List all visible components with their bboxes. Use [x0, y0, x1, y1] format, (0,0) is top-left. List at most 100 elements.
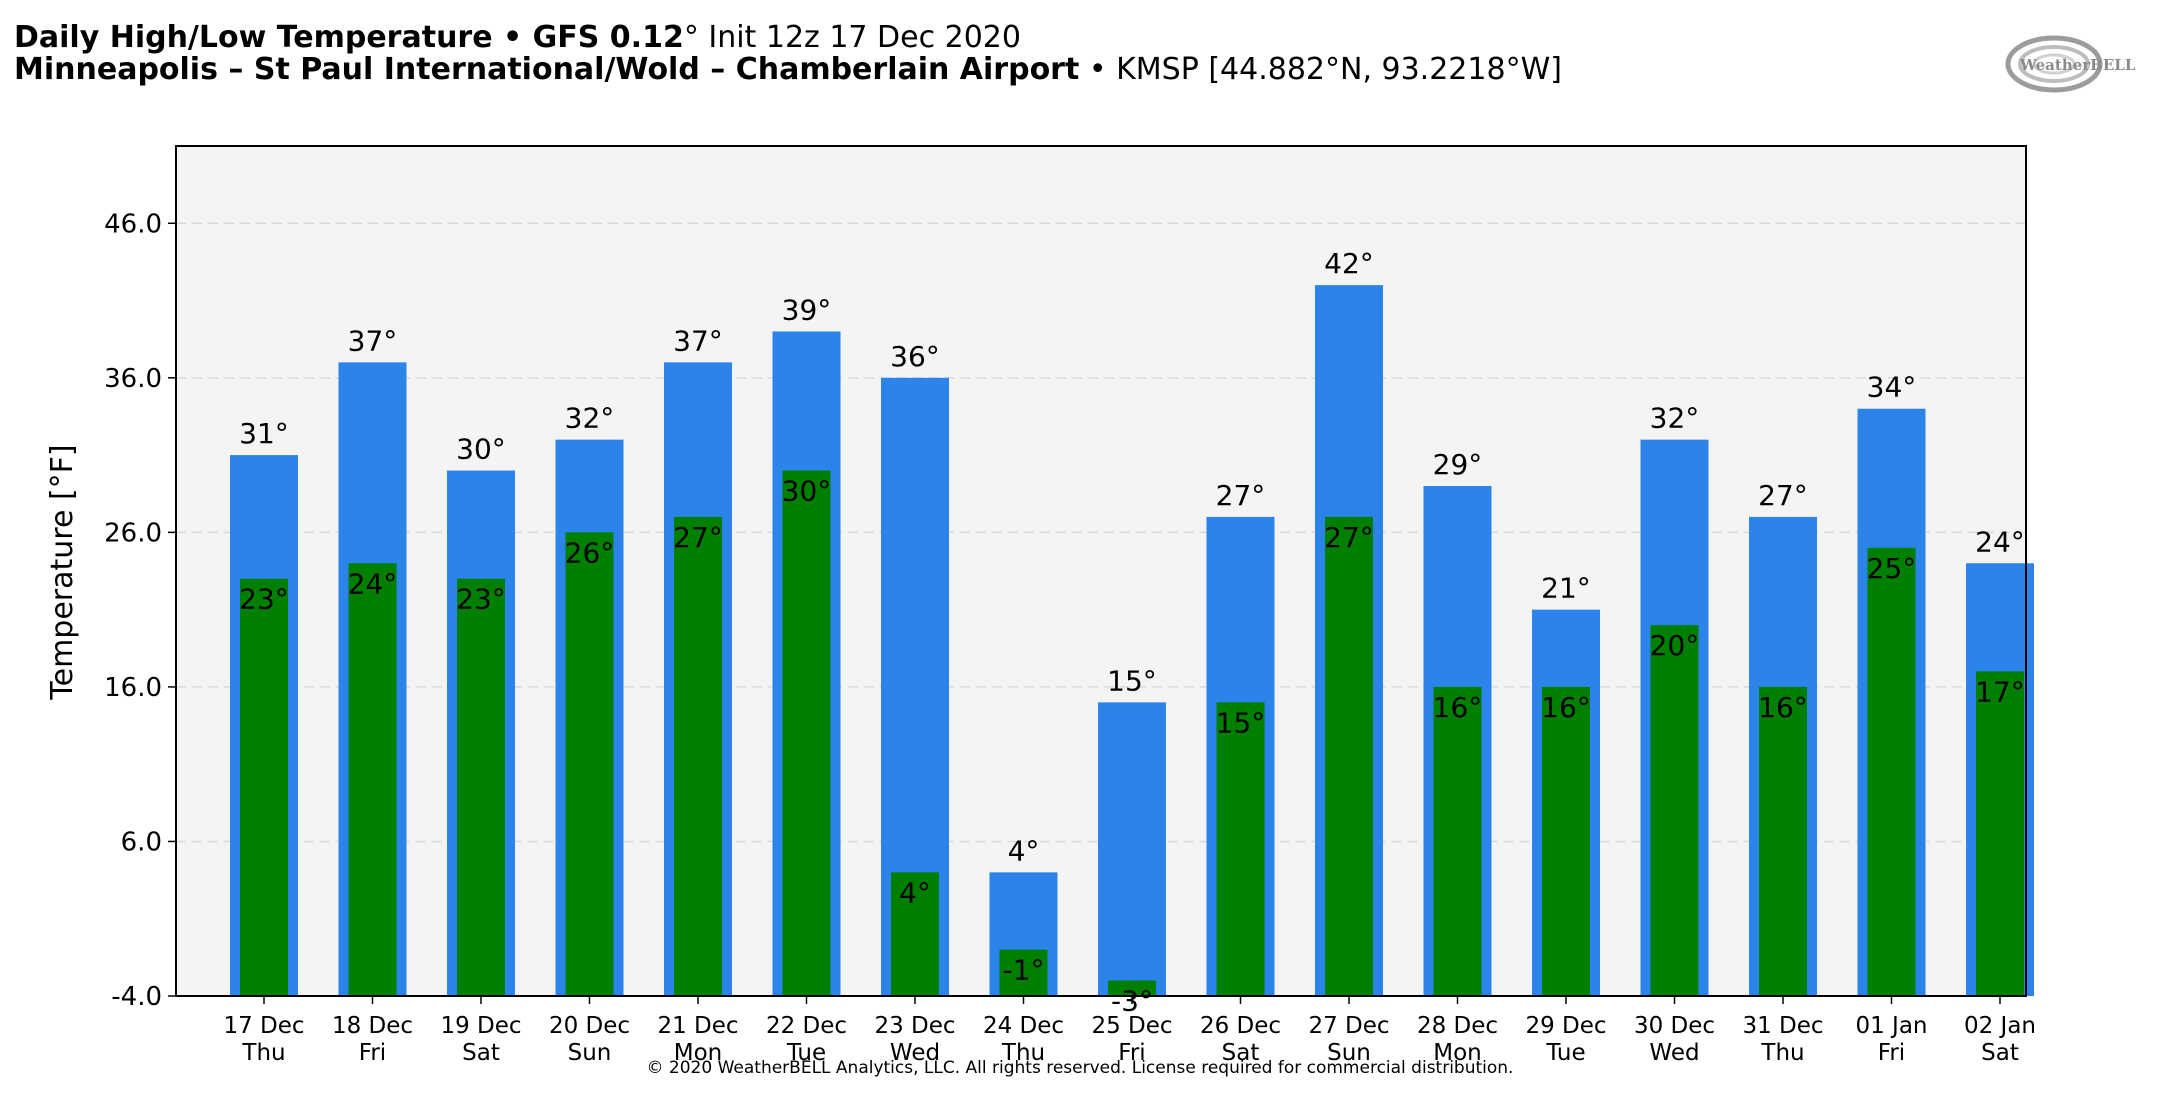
high-label: 30°	[456, 433, 506, 466]
high-label: 42°	[1324, 247, 1374, 280]
x-tick-date: 20 Dec	[549, 1013, 630, 1039]
x-tick-day: Fri	[359, 1040, 386, 1066]
low-bar	[1867, 547, 1916, 996]
high-label: 34°	[1867, 371, 1917, 404]
low-bar	[1976, 671, 2024, 996]
low-bar	[1325, 516, 1373, 996]
high-label: 32°	[565, 402, 615, 435]
high-label: 37°	[673, 324, 723, 357]
title-init: Init 12z 17 Dec 2020	[698, 20, 1021, 55]
low-label: 27°	[673, 521, 723, 554]
copyright-notice: © 2020 WeatherBELL Analytics, LLC. All r…	[646, 1058, 1514, 1078]
low-label: 23°	[239, 583, 289, 616]
high-label: 27°	[1216, 479, 1266, 512]
axes: -4.0 6.0 16.0 26.0 36.0 46.0 Temperature [°F] 1…	[45, 209, 2036, 1066]
low-label: 20°	[1650, 629, 1700, 662]
bar-labels: 31° 23° 37° 24° 30° 23° 32° 26° 37° 27° 39° 30° 36° 4…	[239, 247, 2025, 1017]
x-tick-day: Thu	[241, 1040, 285, 1066]
low-label: 17°	[1975, 675, 2025, 708]
y-tick-label: 46.0	[104, 209, 162, 239]
high-bar	[1098, 702, 1166, 996]
x-tick-date: 22 Dec	[766, 1013, 847, 1039]
low-bar	[1542, 686, 1590, 996]
high-label: 15°	[1107, 664, 1157, 697]
high-label: 31°	[239, 417, 289, 450]
low-label: 23°	[456, 583, 506, 616]
x-tick-day: Wed	[890, 1040, 940, 1066]
x-tick-date: 01 Jan	[1855, 1013, 1927, 1039]
y-tick-label: 36.0	[104, 364, 162, 394]
low-label: 16°	[1758, 691, 1808, 724]
low-bar	[240, 578, 288, 996]
low-bar	[1108, 980, 1156, 996]
x-tick-day: Tue	[1545, 1040, 1585, 1066]
y-tick-label: 6.0	[121, 827, 162, 857]
x-tick-date: 29 Dec	[1525, 1013, 1606, 1039]
y-tick-label: 26.0	[104, 518, 162, 548]
low-label: 24°	[348, 567, 398, 600]
x-tick-day: Sun	[1327, 1040, 1371, 1066]
x-tick-date: 30 Dec	[1634, 1013, 1715, 1039]
low-label: 25°	[1867, 552, 1917, 585]
title-main: Daily High/Low Temperature • GFS 0.12	[14, 20, 684, 55]
high-label: 21°	[1541, 572, 1591, 605]
x-tick-date: 28 Dec	[1417, 1013, 1498, 1039]
low-bar	[1759, 686, 1807, 996]
high-label: 36°	[890, 340, 940, 373]
weatherbell-logo: WeatherBELL	[2000, 28, 2140, 100]
x-tick-day: Sun	[568, 1040, 612, 1066]
bars	[230, 285, 2034, 997]
x-tick-day: Tue	[786, 1040, 826, 1066]
x-tick-date: 23 Dec	[874, 1013, 955, 1039]
low-bar	[1216, 702, 1265, 996]
chart-title: Daily High/Low Temperature • GFS 0.12° I…	[14, 20, 1021, 55]
low-label: -1°	[1003, 954, 1045, 987]
low-label: 16°	[1541, 691, 1591, 724]
x-tick-date: 02 Jan	[1964, 1013, 2036, 1039]
x-tick-day: Fri	[1878, 1040, 1905, 1066]
y-tick-label: 16.0	[104, 673, 162, 703]
x-tick-date: 19 Dec	[440, 1013, 521, 1039]
x-tick-date: 24 Dec	[983, 1013, 1064, 1039]
x-tick-date: 31 Dec	[1742, 1013, 1823, 1039]
logo-swirl-icon: WeatherBELL	[2005, 35, 2136, 93]
low-label: 27°	[1324, 521, 1374, 554]
high-label: 39°	[782, 293, 832, 326]
station-title: Minneapolis – St Paul International/Wold…	[14, 52, 1562, 87]
x-tick-day: Thu	[1760, 1040, 1804, 1066]
title-degree: °	[683, 20, 699, 55]
high-label: 27°	[1758, 479, 1808, 512]
low-label: 26°	[565, 536, 615, 569]
low-bar	[782, 470, 831, 997]
x-tick-date: 17 Dec	[223, 1013, 304, 1039]
x-tick-day: Wed	[1649, 1040, 1699, 1066]
high-label: 32°	[1650, 402, 1700, 435]
plot-border	[175, 145, 2027, 997]
low-bar	[348, 563, 397, 996]
low-label: 30°	[782, 475, 832, 508]
low-label: 4°	[899, 876, 931, 909]
high-label: 24°	[1975, 525, 2025, 558]
station-code-coords: • KMSP [44.882°N, 93.2218°W]	[1079, 52, 1562, 87]
x-tick-date: 21 Dec	[657, 1013, 738, 1039]
x-tick-day: Mon	[1433, 1040, 1482, 1066]
x-tick-day: Sat	[1981, 1040, 2019, 1066]
logo-text: WeatherBELL	[2019, 56, 2136, 74]
y-axis-label: Temperature [°F]	[45, 444, 80, 700]
low-bar	[891, 872, 939, 996]
x-tick-date: 27 Dec	[1308, 1013, 1389, 1039]
x-tick-date: 18 Dec	[332, 1013, 413, 1039]
low-bar	[1433, 686, 1482, 996]
station-name: Minneapolis – St Paul International/Wold…	[14, 52, 1080, 87]
low-bar	[1650, 625, 1699, 996]
low-label: 16°	[1433, 691, 1483, 724]
high-label: 37°	[348, 324, 398, 357]
x-tick-day: Thu	[1001, 1040, 1045, 1066]
low-label: 15°	[1216, 706, 1266, 739]
low-bar	[999, 949, 1048, 996]
high-label: 29°	[1433, 448, 1483, 481]
low-bar	[457, 578, 505, 996]
low-bar	[674, 516, 722, 996]
x-tick-date: 25 Dec	[1091, 1013, 1172, 1039]
